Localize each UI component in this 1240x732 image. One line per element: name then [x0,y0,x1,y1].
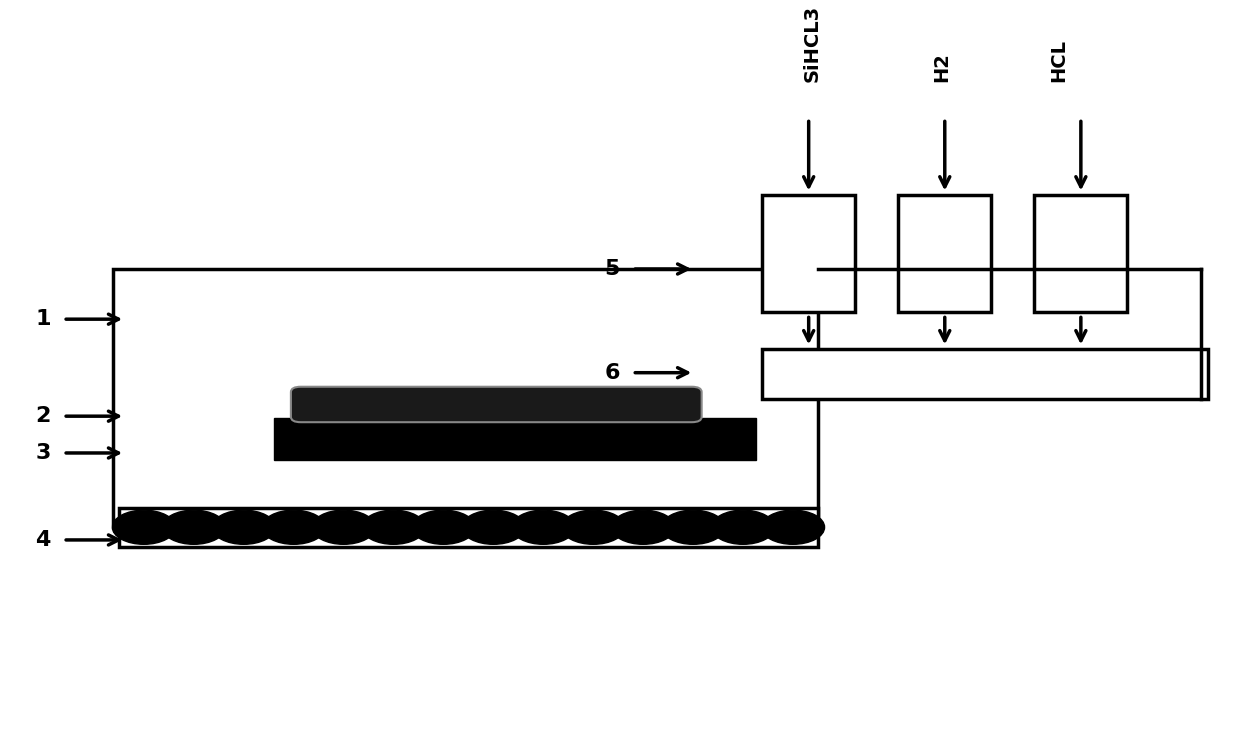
Text: 6: 6 [605,362,620,383]
Bar [898,195,991,313]
Text: HCL: HCL [1050,39,1069,82]
Text: SiHCL3: SiHCL3 [802,4,821,82]
Text: 3: 3 [36,443,51,463]
Circle shape [113,510,176,545]
Text: 2: 2 [36,406,51,426]
Text: H2: H2 [932,52,951,82]
Bar [763,349,1208,400]
Bar [119,508,818,547]
Circle shape [662,510,724,545]
Circle shape [262,510,325,545]
Text: 5: 5 [605,259,620,279]
Bar [299,389,694,419]
Circle shape [461,510,525,545]
Bar [113,269,818,523]
Text: 1: 1 [36,309,51,329]
Circle shape [212,510,275,545]
Bar [763,195,856,313]
Circle shape [611,510,675,545]
Circle shape [712,510,775,545]
FancyBboxPatch shape [291,386,702,422]
Bar [274,418,756,460]
Circle shape [562,510,625,545]
Circle shape [362,510,425,545]
Circle shape [162,510,226,545]
Circle shape [312,510,376,545]
Circle shape [512,510,575,545]
Text: 4: 4 [36,530,51,550]
Bar [1034,195,1127,313]
Circle shape [412,510,475,545]
Circle shape [761,510,825,545]
